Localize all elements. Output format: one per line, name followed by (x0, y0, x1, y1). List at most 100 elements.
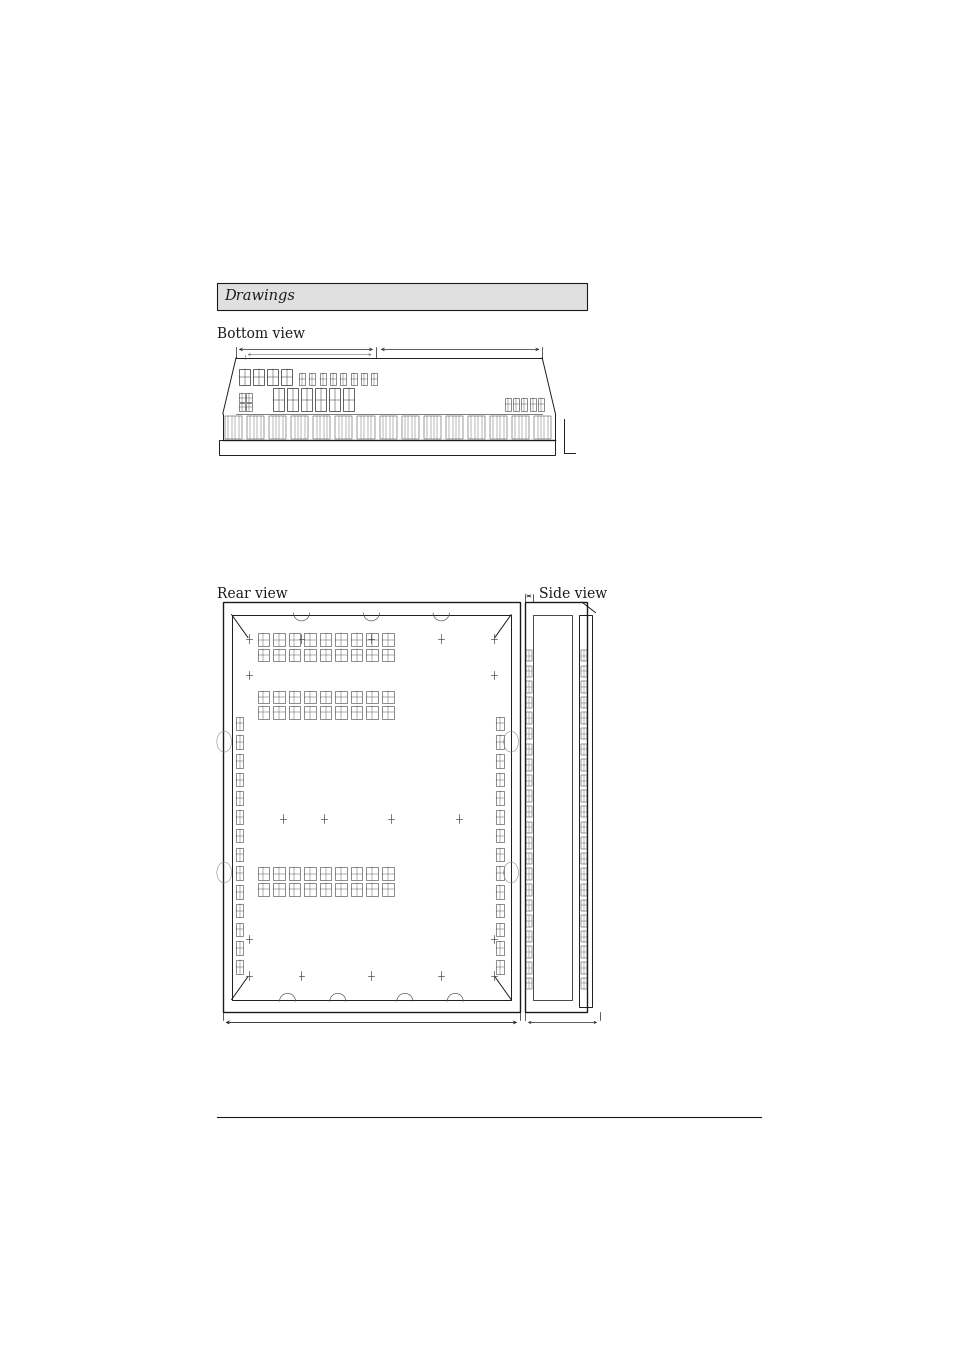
Bar (366, 884, 377, 896)
Bar (529, 397, 535, 411)
Bar (366, 690, 377, 703)
Bar (235, 961, 243, 974)
Bar (288, 648, 300, 662)
Bar (246, 393, 252, 401)
Bar (381, 690, 394, 703)
Bar (235, 866, 243, 880)
Bar (525, 852, 531, 865)
Bar (281, 369, 292, 385)
Bar (235, 847, 243, 861)
Bar (304, 648, 315, 662)
Bar (580, 743, 586, 755)
Bar (366, 648, 377, 662)
Bar (351, 648, 362, 662)
Bar (335, 648, 347, 662)
Bar (235, 735, 243, 748)
Bar (580, 978, 586, 989)
Bar (314, 388, 326, 411)
Bar (246, 403, 252, 411)
Bar (304, 707, 315, 719)
Bar (335, 707, 347, 719)
Bar (239, 369, 250, 385)
Bar (288, 634, 300, 646)
Bar (580, 666, 586, 677)
Bar (580, 931, 586, 943)
Bar (525, 931, 531, 943)
Bar (351, 690, 362, 703)
Bar (319, 690, 331, 703)
Bar (490, 416, 507, 439)
Bar (235, 792, 243, 805)
Bar (580, 712, 586, 724)
Bar (235, 923, 243, 936)
Bar (496, 773, 503, 786)
Bar (366, 707, 377, 719)
Bar (512, 416, 529, 439)
Bar (496, 792, 503, 805)
Bar (267, 369, 278, 385)
Bar (273, 884, 285, 896)
Bar (496, 716, 503, 730)
Bar (496, 847, 503, 861)
Bar (273, 648, 285, 662)
Bar (525, 650, 531, 662)
Bar (335, 634, 347, 646)
Bar (273, 707, 285, 719)
Bar (580, 869, 586, 880)
Bar (273, 690, 285, 703)
Bar (525, 962, 531, 974)
Text: Side view: Side view (538, 588, 607, 601)
Bar (257, 648, 269, 662)
Bar (525, 681, 531, 693)
Bar (304, 690, 315, 703)
Bar (578, 615, 592, 1006)
Bar (580, 838, 586, 848)
Bar (580, 790, 586, 802)
Bar (525, 666, 531, 677)
Bar (525, 915, 531, 927)
Bar (525, 869, 531, 880)
Bar (381, 884, 394, 896)
Bar (580, 900, 586, 911)
Bar (247, 416, 264, 439)
Bar (580, 650, 586, 662)
Bar (343, 388, 354, 411)
Bar (357, 416, 375, 439)
Bar (351, 373, 356, 385)
Bar (580, 962, 586, 974)
Bar (525, 900, 531, 911)
Bar (525, 712, 531, 724)
Bar (304, 867, 315, 880)
Bar (496, 885, 503, 898)
Bar (319, 884, 331, 896)
Bar (580, 681, 586, 693)
Bar (379, 416, 396, 439)
Bar (319, 634, 331, 646)
Bar (525, 947, 531, 958)
Bar (216, 282, 586, 309)
Bar (232, 615, 511, 1000)
Bar (532, 615, 571, 1000)
Bar (381, 707, 394, 719)
Bar (381, 648, 394, 662)
Bar (330, 373, 335, 385)
Bar (257, 634, 269, 646)
Bar (580, 697, 586, 708)
Bar (335, 690, 347, 703)
Bar (445, 416, 462, 439)
Bar (304, 634, 315, 646)
Bar (580, 728, 586, 739)
Bar (219, 440, 555, 455)
Bar (351, 707, 362, 719)
Bar (525, 884, 531, 896)
Bar (288, 867, 300, 880)
Bar (496, 811, 503, 824)
Bar (524, 603, 586, 1012)
Bar (496, 942, 503, 955)
Bar (351, 884, 362, 896)
Bar (496, 754, 503, 767)
Bar (525, 978, 531, 989)
Bar (235, 942, 243, 955)
Bar (288, 690, 300, 703)
Bar (269, 416, 286, 439)
